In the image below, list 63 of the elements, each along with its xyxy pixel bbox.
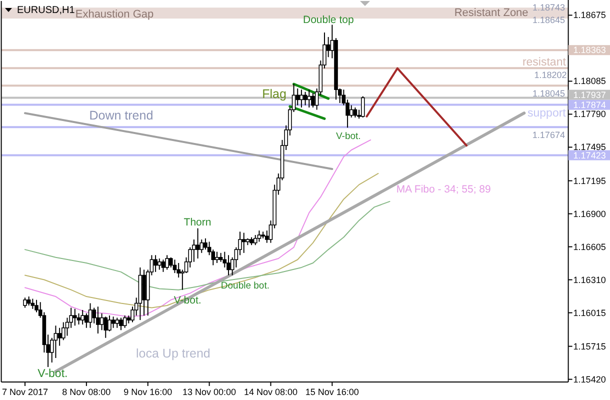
annotation: Down trend xyxy=(89,108,154,123)
candlestick xyxy=(296,88,300,106)
candlestick xyxy=(54,325,58,359)
annotation: Exhaustion Gap xyxy=(75,8,154,20)
ref-line-label: 1.18363 xyxy=(573,45,606,56)
annotation: 1.18743 xyxy=(532,2,566,12)
candlestick xyxy=(69,307,73,328)
candlestick xyxy=(196,228,200,260)
annotation: support xyxy=(528,108,567,120)
line-series xyxy=(24,172,379,308)
y-tick-label: 1.15420 xyxy=(573,374,606,384)
y-tick-label: 1.17495 xyxy=(573,142,606,152)
annotation: Double top xyxy=(303,14,354,26)
x-tick-label: 8 Nov 08:00 xyxy=(62,387,111,397)
annotation: loca Up trend xyxy=(136,346,210,360)
ref-line-label: 1.17423 xyxy=(573,150,606,160)
candlestick xyxy=(307,89,312,108)
annotation: 1.18202 xyxy=(534,70,567,80)
x-tick-label: 9 Nov 16:00 xyxy=(124,387,172,397)
x-tick-label: 14 Nov 08:00 xyxy=(244,387,298,397)
y-tick-label: 1.16310 xyxy=(573,274,606,285)
candlestick xyxy=(172,259,177,274)
ref-line-label: 1.17937 xyxy=(573,90,606,100)
candlestick xyxy=(88,302,92,328)
candlestick xyxy=(192,238,196,262)
y-tick-label: 1.16605 xyxy=(573,242,606,252)
candlestick xyxy=(300,89,304,108)
annotation: 1.18645 xyxy=(532,15,566,25)
x-tick-label: 15 Nov 16:00 xyxy=(305,387,359,397)
annotation: 1.17674 xyxy=(532,130,565,140)
annotation: Double bot. xyxy=(220,280,270,292)
y-tick-label: 1.18675 xyxy=(573,10,606,20)
x-tick-label: 7 Nov 2017 xyxy=(2,387,48,397)
line-series xyxy=(24,200,390,290)
candlestick xyxy=(238,231,242,256)
candlestick xyxy=(42,312,46,353)
candlestick xyxy=(138,266,142,321)
candlestick xyxy=(346,99,350,128)
y-tick-label: 1.15715 xyxy=(573,341,606,352)
ref-line-label: 1.17874 xyxy=(573,100,606,110)
candlestick xyxy=(207,241,212,256)
annotation: Flag xyxy=(262,87,286,101)
chart-title: EURUSD,H1 xyxy=(17,5,76,16)
candlestick xyxy=(96,306,100,334)
annotation: V-bot. xyxy=(38,368,68,380)
annotation: V-bot. xyxy=(336,131,361,142)
x-tick-label: 13 Nov 00:00 xyxy=(182,387,236,397)
annotation: Thorn xyxy=(184,216,212,228)
annotation: MA Fibo - 34; 55; 89 xyxy=(396,183,492,196)
candlestick xyxy=(104,316,108,338)
candlestick xyxy=(303,91,308,106)
y-tick-label: 1.16015 xyxy=(573,308,606,318)
candlestick xyxy=(58,327,62,346)
y-tick-label: 1.17195 xyxy=(573,176,606,186)
candlestick xyxy=(142,269,146,316)
y-tick-label: 1.16900 xyxy=(573,208,606,219)
annotation: 1.18045 xyxy=(532,88,566,99)
band-label: Resistant Zone xyxy=(454,7,528,20)
y-tick-label: 1.18085 xyxy=(573,76,606,86)
candlestick xyxy=(215,251,219,264)
annotation: resistant xyxy=(522,56,567,68)
y-tick-label: 1.17790 xyxy=(573,109,606,120)
candlestick xyxy=(226,254,230,276)
